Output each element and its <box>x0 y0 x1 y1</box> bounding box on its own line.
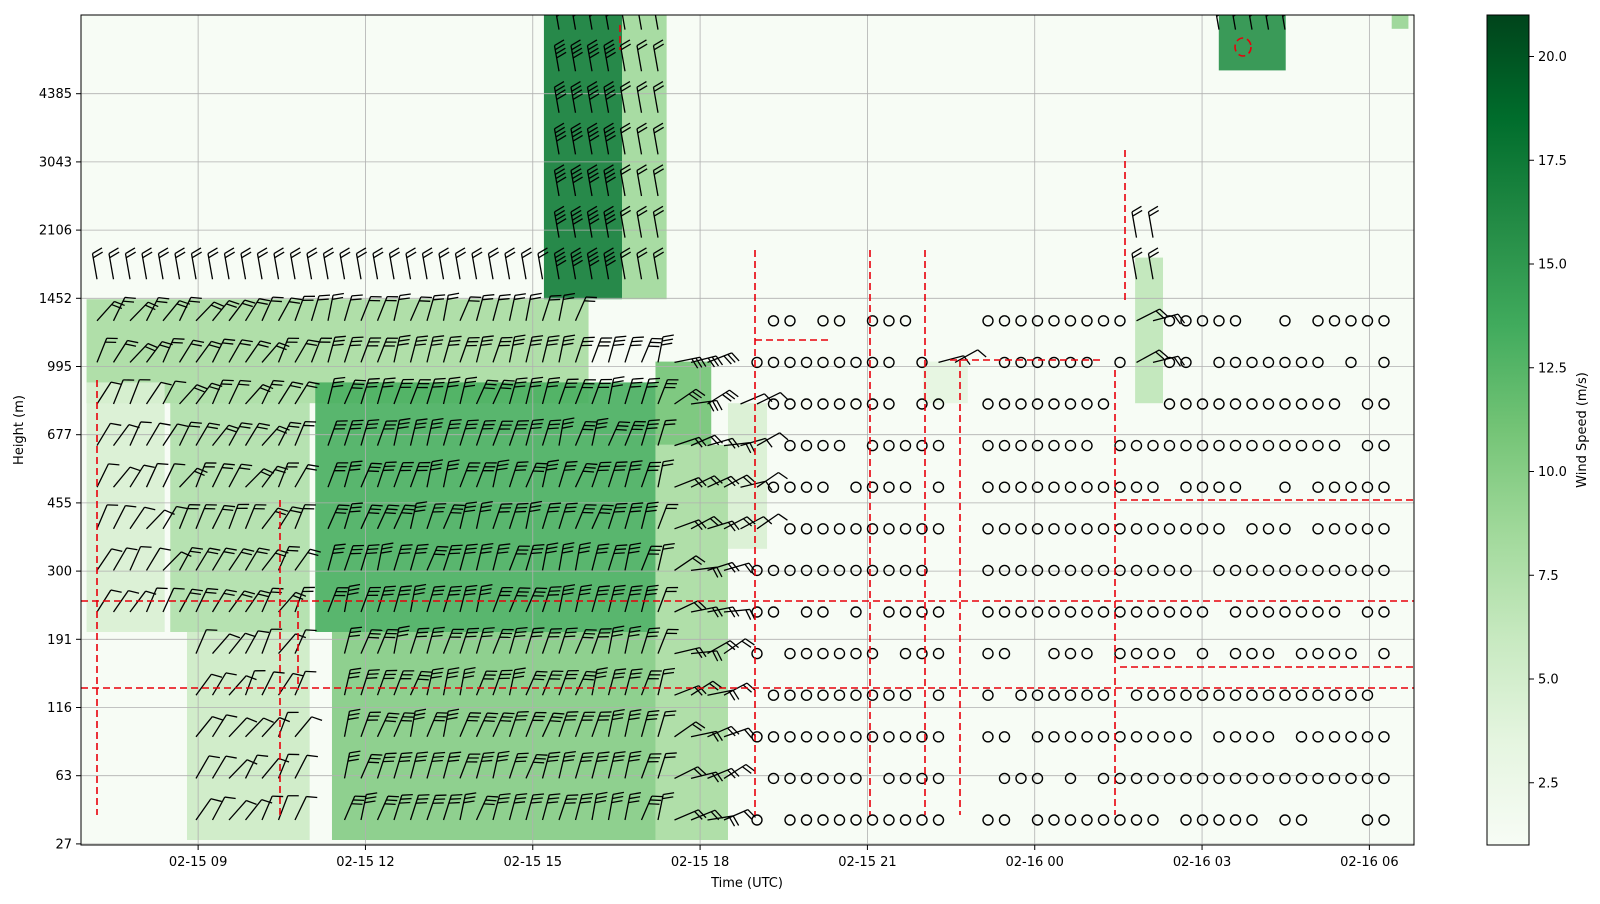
colorbar-tick-label: 20.0 <box>1538 50 1567 65</box>
y-tick-label: 3043 <box>39 155 72 170</box>
x-tick-label: 02-15 09 <box>169 855 227 870</box>
colorbar-label: Wind Speed (m/s) <box>1575 372 1590 488</box>
x-tick-label: 02-16 06 <box>1340 855 1398 870</box>
x-axis-label: Time (UTC) <box>710 876 783 891</box>
x-tick-label: 02-16 00 <box>1006 855 1064 870</box>
y-tick-label: 677 <box>47 428 72 443</box>
y-tick-label: 300 <box>47 565 72 580</box>
y-axis-label: Height (m) <box>12 395 27 465</box>
y-tick-label: 455 <box>47 496 72 511</box>
y-tick-label: 995 <box>47 360 72 375</box>
y-tick-label: 1452 <box>39 292 72 307</box>
heatmap-cell-block-13 <box>1219 8 1286 70</box>
y-tick-label: 4385 <box>39 87 72 102</box>
colorbar-tick-label: 10.0 <box>1538 465 1567 480</box>
colorbar-tick-label: 5.0 <box>1538 673 1559 688</box>
x-axis: 02-15 09 02-15 12 02-15 15 02-15 18 02-15 21… <box>169 845 1399 870</box>
colorbar-ticks: 2.5 5.0 7.5 10.0 12.5 15.0 17.5 20.0 <box>1529 50 1567 791</box>
y-axis: 27 63 116 191 300 455 677 995 1452 2106 3043 4385 <box>39 87 81 852</box>
x-tick-label: 02-15 18 <box>671 855 729 870</box>
y-tick-label: 191 <box>47 633 72 648</box>
y-tick-label: 27 <box>55 837 72 852</box>
heatmap-cell-block-9 <box>655 362 711 445</box>
colorbar-tick-label: 12.5 <box>1538 361 1567 376</box>
heatmap-cell-block-2 <box>622 8 667 299</box>
x-tick-label: 02-15 12 <box>336 855 394 870</box>
heatmap-cell-block-7 <box>187 632 310 840</box>
heatmap-cell-block-4 <box>170 382 309 632</box>
y-tick-label: 116 <box>47 701 72 716</box>
x-tick-label: 02-16 03 <box>1173 855 1231 870</box>
colorbar-tick-label: 17.5 <box>1538 154 1567 169</box>
colorbar-tick-label: 7.5 <box>1538 569 1559 584</box>
x-tick-label: 02-15 21 <box>838 855 896 870</box>
colorbar-tick-label: 15.0 <box>1538 258 1567 273</box>
colorbar-tick-label: 2.5 <box>1538 776 1559 791</box>
colorbar <box>1487 15 1529 845</box>
y-tick-label: 2106 <box>39 224 72 239</box>
x-tick-label: 02-15 15 <box>504 855 562 870</box>
heatmap-cell-block-11 <box>923 362 968 404</box>
y-tick-label: 63 <box>55 769 72 784</box>
heatmap-cell-block-14 <box>1392 8 1409 29</box>
heatmap-cell-block-12 <box>1135 258 1163 404</box>
